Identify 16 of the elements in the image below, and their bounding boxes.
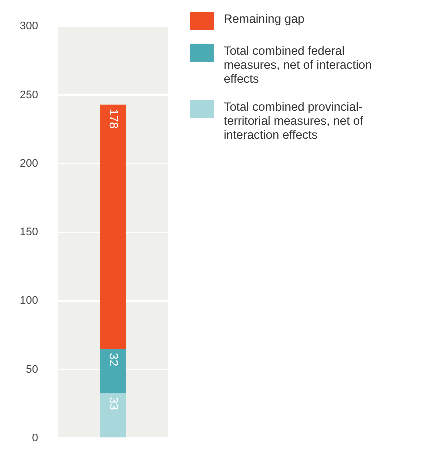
y-tick-label: 300 <box>20 20 38 33</box>
legend-label: Total combined federal measures, net of interaction effects <box>224 44 374 86</box>
y-tick-label: 200 <box>20 158 38 170</box>
y-tick-label: 0 <box>32 432 38 444</box>
data-label: 33 <box>106 397 121 411</box>
y-tick-label: 250 <box>20 89 38 102</box>
y-tick-label: 150 <box>20 226 38 239</box>
data-label: 178 <box>106 108 121 130</box>
y-tick-label: 50 <box>26 364 38 376</box>
bar <box>100 393 126 438</box>
legend-label: Remaining gap <box>224 12 305 26</box>
bar <box>100 104 126 350</box>
bar <box>100 349 126 394</box>
y-tick-label: 100 <box>20 295 38 308</box>
legend-label: Total combined provincial-territorial measures, net of interaction effects <box>224 100 364 142</box>
data-label: 32 <box>106 353 121 367</box>
